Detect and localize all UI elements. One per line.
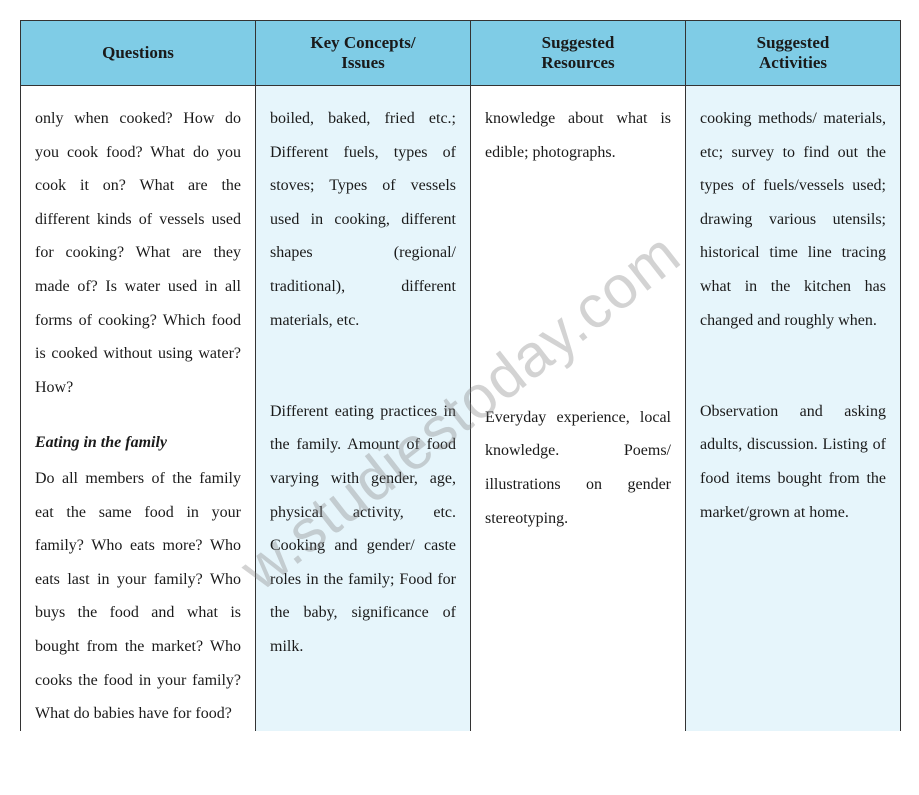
spacer-2 [485,191,671,225]
cell-activities: cooking methods/ materials, etc; survey … [686,86,901,731]
activities-text-2: Observation and asking adults, discussio… [700,395,886,529]
key-concepts-text-2: Different eating practices in the family… [270,395,456,664]
key-concepts-text-1: boiled, baked, fried etc.; Different fue… [270,102,456,337]
col-header-key-concepts-line2: Issues [341,53,384,72]
resources-text-2: Everyday experience, local knowledge. Po… [485,401,671,535]
spacer-3 [700,359,886,393]
cell-questions: only when cooked? How do you cook food? … [21,86,256,731]
questions-text-1: only when cooked? How do you cook food? … [35,102,241,404]
cell-resources: knowledge about what is edible; photogra… [471,86,686,731]
spacer-1 [270,359,456,393]
col-header-activities: Suggested Activities [686,21,901,86]
questions-text-2: Do all members of the family eat the sam… [35,462,241,731]
col-header-key-concepts: Key Concepts/ Issues [256,21,471,86]
cell-key-concepts: boiled, baked, fried etc.; Different fue… [256,86,471,731]
curriculum-table: Questions Key Concepts/ Issues Suggested… [20,20,901,731]
col-header-activities-line2: Activities [759,53,827,72]
col-header-activities-line1: Suggested [757,33,830,52]
col-header-questions: Questions [21,21,256,86]
col-header-resources-line1: Suggested [542,33,615,52]
section-title-eating: Eating in the family [35,426,241,460]
table-row: only when cooked? How do you cook food? … [21,86,901,731]
header-row: Questions Key Concepts/ Issues Suggested… [21,21,901,86]
table-container: Questions Key Concepts/ Issues Suggested… [20,20,899,731]
resources-text-1: knowledge about what is edible; photogra… [485,102,671,169]
activities-text-1: cooking methods/ materials, etc; survey … [700,102,886,337]
col-header-key-concepts-line1: Key Concepts/ [310,33,415,52]
col-header-resources-line2: Resources [541,53,614,72]
col-header-resources: Suggested Resources [471,21,686,86]
